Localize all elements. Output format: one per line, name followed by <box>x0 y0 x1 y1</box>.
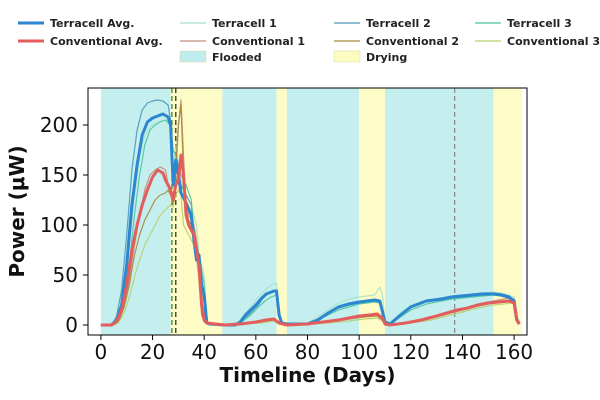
x-tick-label: 40 <box>191 340 216 364</box>
phase-band-drying <box>359 88 385 335</box>
legend-label-terracell-2: Terracell 2 <box>366 17 431 30</box>
legend-label-terracell-1: Terracell 1 <box>212 17 277 30</box>
y-tick-label: 100 <box>40 213 78 237</box>
legend-swatch-drying <box>333 50 361 63</box>
x-tick-label: 60 <box>243 340 268 364</box>
series-lines <box>100 99 521 327</box>
phase-band-flooded <box>100 88 171 335</box>
x-tick-label: 20 <box>140 340 165 364</box>
legend-label-conventional-2: Conventional 2 <box>366 35 459 48</box>
phase-band-flooded <box>222 88 277 335</box>
x-tick-label: 140 <box>443 340 481 364</box>
x-tick-label: 120 <box>392 340 430 364</box>
series-line-terracell-3 <box>100 119 520 326</box>
legend-label-terracell-avg: Terracell Avg. <box>50 17 134 30</box>
y-tick-label: 50 <box>53 263 78 287</box>
y-tick-label: 150 <box>40 163 78 187</box>
x-tick-label: 0 <box>95 340 108 364</box>
y-axis-ticks: 0 50 100 150 200 <box>40 113 88 337</box>
phase-band-drying <box>170 88 223 335</box>
y-axis-label: Power (μW) <box>5 145 29 277</box>
legend-label-drying: Drying <box>366 51 407 64</box>
plot-area: 0 20 40 60 80 100 120 140 160 0 50 100 150 200 <box>40 87 533 364</box>
legend-label-conventional-avg: Conventional Avg. <box>50 35 163 48</box>
x-tick-label: 160 <box>495 340 533 364</box>
x-axis-ticks: 0 20 40 60 80 100 120 140 160 <box>95 335 533 364</box>
phase-band-drying <box>276 88 287 335</box>
y-tick-label: 0 <box>65 313 78 337</box>
y-tick-label: 200 <box>40 113 78 137</box>
x-tick-label: 100 <box>340 340 378 364</box>
phase-band-flooded <box>286 88 360 335</box>
legend-swatch-flooded <box>179 50 207 63</box>
series-line-terracell-avg <box>100 112 521 327</box>
legend-label-conventional-1: Conventional 1 <box>212 35 305 48</box>
series-line-conventional-avg <box>100 153 521 327</box>
legend-label-terracell-3: Terracell 3 <box>507 17 572 30</box>
legend: Terracell Avg. Terracell 1 Terracell 2 Terr… <box>18 17 600 64</box>
x-tick-label: 80 <box>295 340 320 364</box>
x-axis-label: Timeline (Days) <box>219 363 395 387</box>
legend-label-flooded: Flooded <box>212 51 262 64</box>
legend-label-conventional-3: Conventional 3 <box>507 35 600 48</box>
